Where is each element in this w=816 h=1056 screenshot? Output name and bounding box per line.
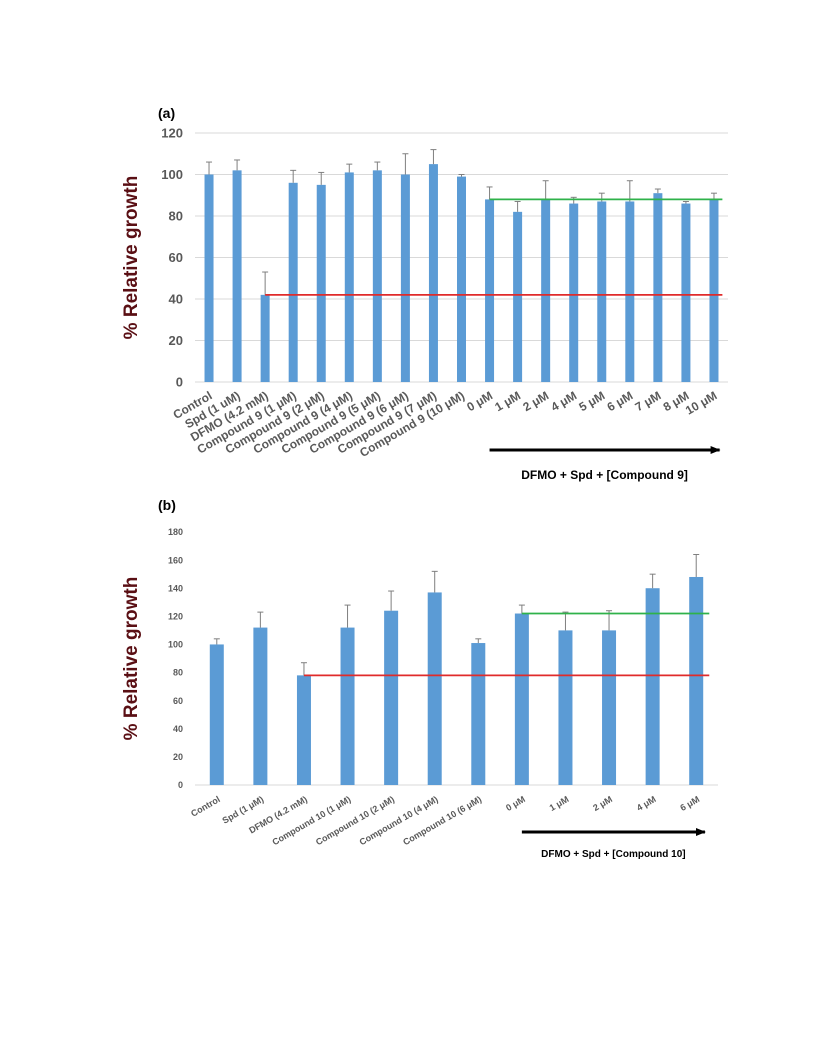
x-tick-label: 2 μM <box>591 794 614 813</box>
bar <box>625 201 635 382</box>
bar <box>558 630 573 785</box>
bar <box>569 203 579 382</box>
chart-panel-b: (b) % Relative growth 0 20 40 60 80 100 120 140 16… <box>121 497 718 860</box>
x-tick-label: 0 μM <box>504 794 527 813</box>
bar <box>296 675 311 785</box>
bar <box>400 174 410 382</box>
bar <box>485 199 495 382</box>
x-tick-label: 2 μM <box>520 388 551 414</box>
bar <box>541 199 551 382</box>
bar <box>288 182 298 382</box>
bar <box>514 613 529 785</box>
bar <box>253 627 268 785</box>
y-tick-label: 0 <box>178 780 183 790</box>
bar <box>645 588 660 785</box>
y-tick-label: 100 <box>161 167 183 182</box>
x-tick-label: Control <box>189 794 222 819</box>
bar <box>344 172 354 382</box>
bar <box>209 644 224 785</box>
x-tick-label: 6 μM <box>605 388 636 414</box>
y-tick-label: 20 <box>169 333 183 348</box>
y-tick-label: 0 <box>176 375 183 390</box>
bar <box>232 170 242 382</box>
y-tick-label: 180 <box>168 527 183 537</box>
treatment-label: DFMO + Spd + [Compound 9] <box>521 468 688 482</box>
y-axis-title: % Relative growth <box>121 176 142 340</box>
x-tick-label: 7 μM <box>633 388 664 414</box>
y-axis-title: % Relative growth <box>121 577 142 741</box>
treatment-label: DFMO + Spd + [Compound 10] <box>541 849 685 860</box>
bar <box>457 176 466 382</box>
x-tick-label: 1 μM <box>492 388 523 414</box>
bar <box>681 203 691 382</box>
x-tick-label: 4 μM <box>549 388 580 414</box>
bar <box>689 576 704 785</box>
y-tick-label: 120 <box>161 126 183 141</box>
x-tick-label: 10 μM <box>683 388 719 417</box>
y-tick-label: 80 <box>169 209 183 224</box>
bar <box>340 627 355 785</box>
bar <box>513 211 523 382</box>
x-tick-label: Compound 10 (4 μM) <box>358 794 440 847</box>
bar <box>471 643 486 785</box>
x-tick-label: 0 μM <box>464 388 495 414</box>
bar <box>427 592 442 785</box>
x-tick-label: 6 μM <box>678 794 701 813</box>
bar <box>653 193 663 382</box>
x-tick-label: 5 μM <box>577 388 608 414</box>
chart-panel-a: (a)% Relative growth020406080100120Contr… <box>121 105 728 482</box>
y-tick-label: 20 <box>173 752 183 762</box>
x-tick-label: 4 μM <box>635 794 658 813</box>
bar <box>372 170 382 382</box>
x-tick-label: 1 μM <box>548 794 571 813</box>
x-tick-label: Compound 10 (2 μM) <box>314 794 396 847</box>
y-tick-label: 120 <box>168 611 183 621</box>
x-tick-label: Compound 10 (6 μM) <box>401 794 483 847</box>
y-tick-label: 60 <box>169 250 183 265</box>
bar <box>384 610 399 785</box>
bar <box>602 630 617 785</box>
y-tick-label: 40 <box>169 292 183 307</box>
x-tick-label: Compound 10 (1 μM) <box>270 794 352 847</box>
bar <box>316 184 326 382</box>
y-tick-label: 40 <box>173 724 183 734</box>
y-tick-label: 160 <box>168 555 183 565</box>
bar <box>709 199 719 382</box>
panel-label: (b) <box>158 497 176 513</box>
bar <box>260 294 270 382</box>
y-tick-label: 100 <box>168 640 183 650</box>
y-tick-label: 60 <box>173 696 183 706</box>
y-tick-label: 140 <box>168 583 183 593</box>
panel-label: (a) <box>158 105 175 121</box>
bar <box>204 174 214 382</box>
bar <box>428 164 438 382</box>
bar <box>597 201 607 382</box>
y-tick-label: 80 <box>173 668 183 678</box>
